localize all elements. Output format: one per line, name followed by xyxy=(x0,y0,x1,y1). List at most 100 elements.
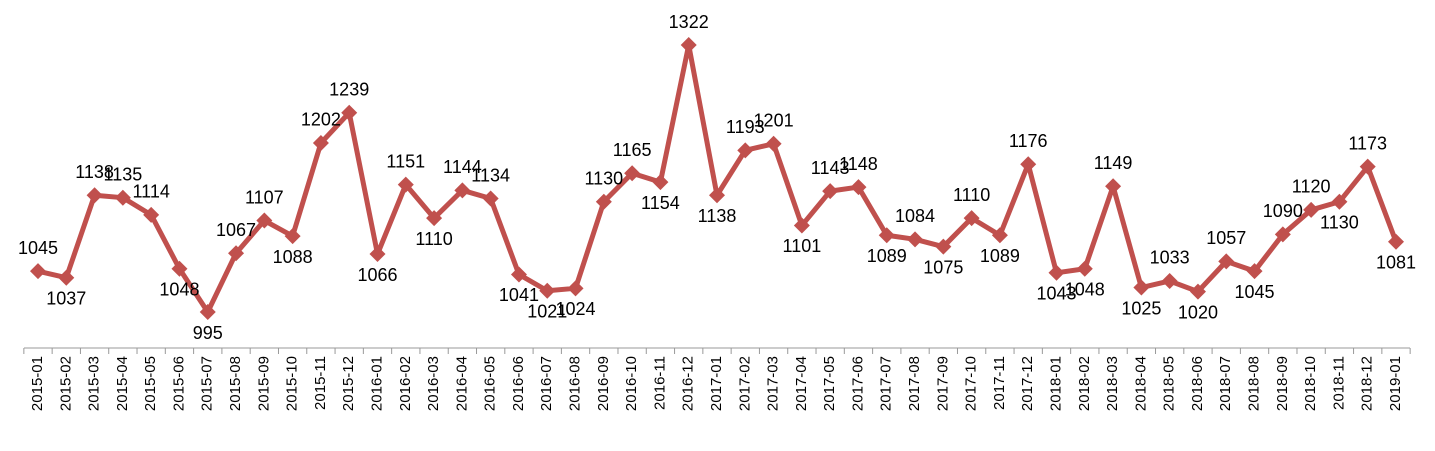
data-label: 1089 xyxy=(867,246,907,266)
data-label: 1048 xyxy=(159,279,199,299)
data-label: 1021 xyxy=(527,302,567,322)
marker xyxy=(991,227,1008,244)
data-label: 1090 xyxy=(1263,201,1303,221)
marker xyxy=(652,174,669,191)
marker xyxy=(1133,279,1150,296)
marker xyxy=(1076,260,1093,277)
x-tick-label: 2015-04 xyxy=(114,356,131,411)
marker xyxy=(1189,283,1206,300)
x-tick-label: 2016-01 xyxy=(368,356,385,411)
marker xyxy=(256,212,273,229)
x-tick-label: 2018-10 xyxy=(1302,356,1319,411)
data-label: 1089 xyxy=(980,246,1020,266)
data-label: 1025 xyxy=(1121,298,1161,318)
marker xyxy=(1020,156,1037,173)
marker xyxy=(793,217,810,234)
marker xyxy=(143,206,160,223)
marker xyxy=(1105,178,1122,195)
x-tick-label: 2018-11 xyxy=(1330,356,1347,410)
marker xyxy=(199,304,216,320)
x-tick-label: 2018-03 xyxy=(1104,356,1121,411)
marker xyxy=(1331,193,1348,210)
marker xyxy=(341,104,358,121)
line xyxy=(37,42,1399,315)
data-label: 1088 xyxy=(273,247,313,267)
data-label: 1201 xyxy=(754,111,794,131)
x-tick-label: 2018-06 xyxy=(1189,356,1206,411)
x-tick-label: 2018-02 xyxy=(1076,356,1093,411)
x-tick-label: 2018-05 xyxy=(1161,356,1178,411)
marker xyxy=(1218,253,1235,270)
x-tick-label: 2018-07 xyxy=(1217,356,1234,411)
marker xyxy=(709,187,725,204)
x-tick-label: 2017-09 xyxy=(934,356,951,411)
marker xyxy=(878,227,895,244)
x-tick-label: 2015-07 xyxy=(199,356,216,411)
marker xyxy=(680,37,697,53)
x-tick-label: 2015-03 xyxy=(86,356,103,411)
marker xyxy=(737,142,754,159)
data-label: 1151 xyxy=(386,151,425,171)
data-label: 1075 xyxy=(923,257,963,277)
data-label: 1138 xyxy=(698,206,737,226)
marker xyxy=(426,210,443,227)
data-label: 1165 xyxy=(613,140,652,160)
marker xyxy=(369,246,386,263)
marker xyxy=(1388,233,1404,250)
data-label: 1322 xyxy=(669,12,709,32)
marker xyxy=(86,187,103,204)
marker xyxy=(1359,158,1376,175)
x-tick-label: 2018-04 xyxy=(1132,356,1149,411)
data-label: 1043 xyxy=(1036,284,1076,304)
x-tick-label: 2018-01 xyxy=(1047,356,1064,411)
x-tick-label: 2016-05 xyxy=(482,356,499,411)
data-label: 1045 xyxy=(1235,282,1275,302)
data-label: 1193 xyxy=(726,117,765,137)
data-label: 1138 xyxy=(75,162,114,182)
x-tick-label: 2015-01 xyxy=(29,356,46,411)
marker xyxy=(482,190,499,207)
marker xyxy=(1303,201,1320,218)
x-tick-label: 2018-08 xyxy=(1246,356,1263,411)
data-label: 995 xyxy=(193,323,223,343)
marker xyxy=(114,189,131,206)
x-tick-label: 2018-12 xyxy=(1359,356,1376,411)
marker xyxy=(1048,264,1065,281)
x-tick-label: 2015-06 xyxy=(170,356,187,411)
x-tick-label: 2016-09 xyxy=(595,356,612,411)
x-tick-label: 2016-06 xyxy=(510,356,527,411)
x-tick-label: 2015-09 xyxy=(255,356,272,411)
marker xyxy=(907,231,924,248)
x-tick-label: 2016-10 xyxy=(623,356,640,411)
data-label: 1041 xyxy=(499,285,539,305)
data-label: 1024 xyxy=(556,299,596,319)
marker xyxy=(1161,272,1178,289)
x-tick-label: 2017-01 xyxy=(708,356,725,411)
x-tick-label: 2017-12 xyxy=(1019,356,1036,411)
data-label: 1239 xyxy=(329,80,369,100)
x-tick-label: 2017-02 xyxy=(736,356,753,411)
data-label: 1114 xyxy=(132,182,169,202)
marker xyxy=(624,165,641,182)
data-label: 1048 xyxy=(1065,279,1105,299)
data-label: 1154 xyxy=(641,193,680,213)
x-tick-label: 2018-09 xyxy=(1274,356,1291,411)
data-label: 1107 xyxy=(245,187,284,207)
data-label: 1143 xyxy=(811,158,850,178)
x-tick-label: 2016-07 xyxy=(538,356,555,411)
data-label: 1148 xyxy=(839,154,878,174)
data-label: 1134 xyxy=(471,165,510,185)
x-tick-label: 2017-08 xyxy=(906,356,923,411)
x-tick-label: 2016-04 xyxy=(453,356,470,411)
data-label: 1130 xyxy=(584,169,623,189)
x-tick-label: 2017-04 xyxy=(793,356,810,411)
x-tick-label: 2016-08 xyxy=(567,356,584,411)
data-label: 1135 xyxy=(104,164,143,184)
x-tick-label: 2015-11 xyxy=(312,356,329,410)
x-tick-label: 2017-05 xyxy=(821,356,838,411)
x-tick-label: 2016-02 xyxy=(397,356,414,411)
data-label: 1101 xyxy=(783,236,822,256)
data-label: 1173 xyxy=(1348,133,1387,153)
x-tick-label: 2015-05 xyxy=(142,356,159,411)
x-tick-label: 2017-03 xyxy=(765,356,782,411)
